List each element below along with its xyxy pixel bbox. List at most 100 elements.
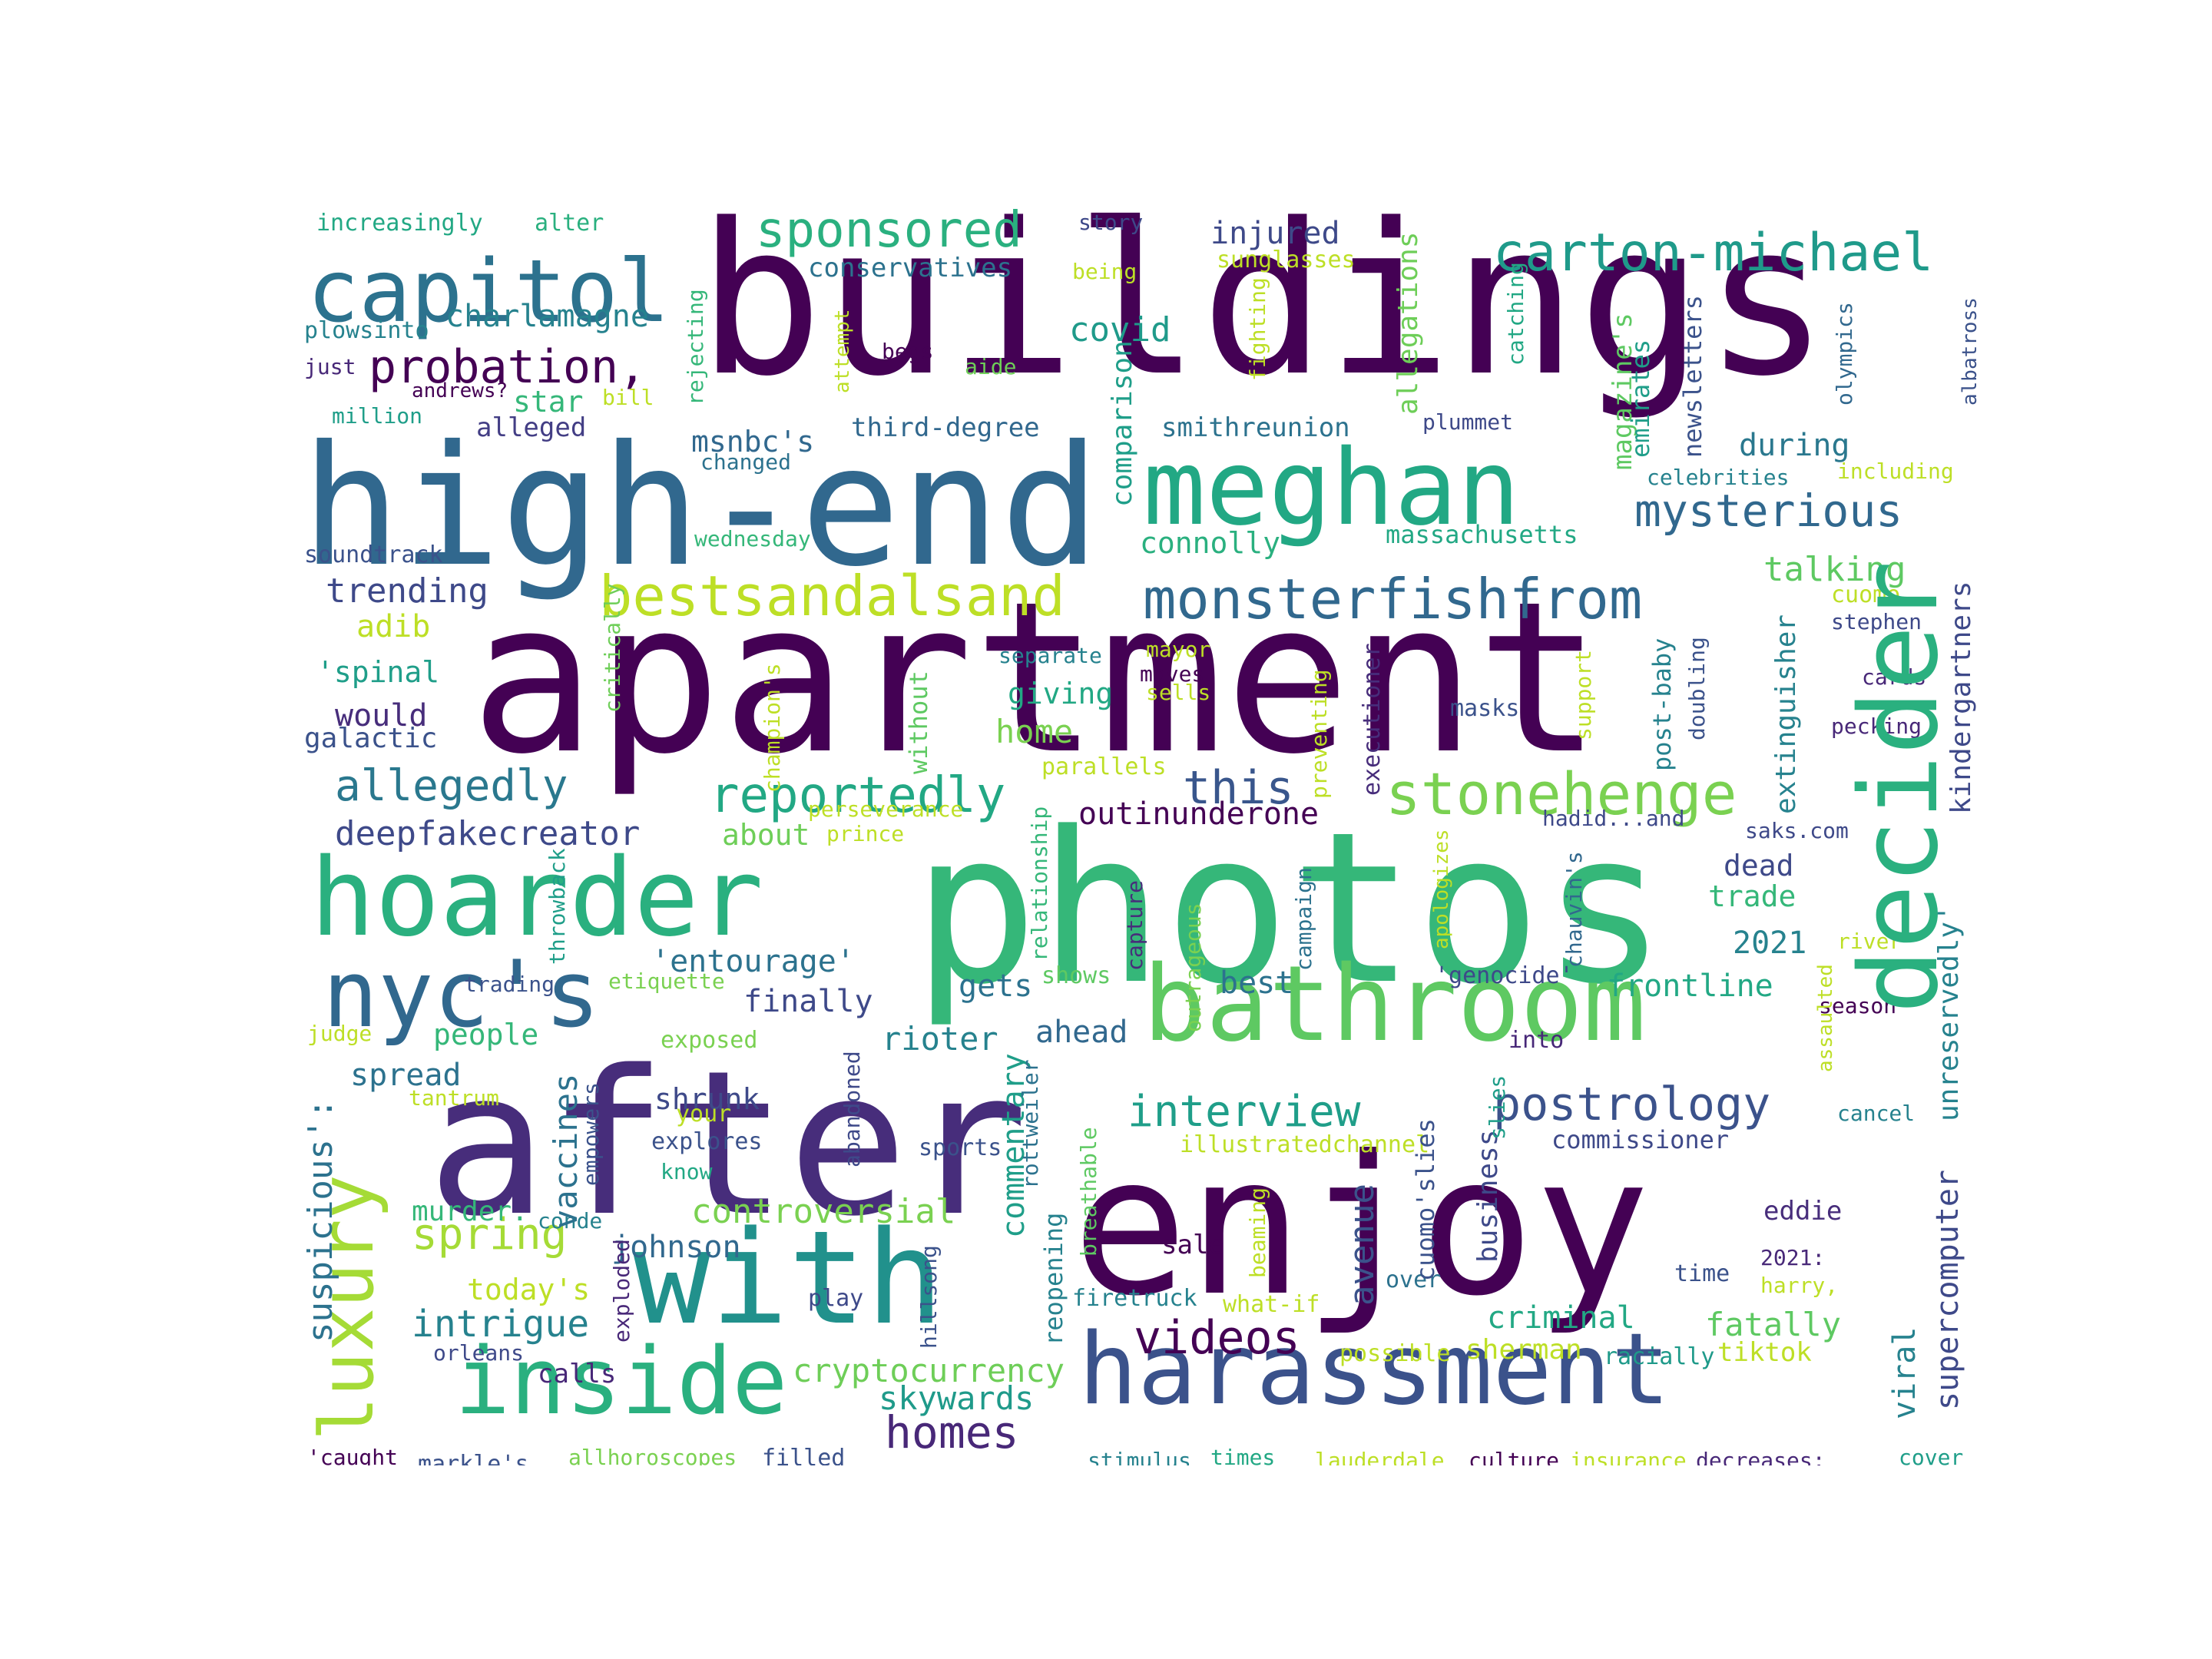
cloud-word: with bbox=[633, 1203, 944, 1353]
cloud-word: videos bbox=[1134, 1311, 1300, 1365]
cloud-word: during bbox=[1739, 428, 1850, 463]
cloud-word: conde bbox=[538, 1208, 603, 1233]
cloud-word: buildings bbox=[697, 194, 1830, 422]
cloud-word: harassment bbox=[1078, 1313, 1671, 1427]
cloud-word: albatross bbox=[1959, 297, 1977, 406]
cloud-word: soundtrack bbox=[304, 541, 443, 568]
cloud-word: comparison bbox=[1107, 340, 1138, 507]
cloud-word: home bbox=[995, 713, 1074, 750]
cloud-word: catching bbox=[1503, 262, 1528, 366]
cloud-word: executioner bbox=[1359, 643, 1386, 796]
cloud-word: stimulus bbox=[1088, 1448, 1191, 1466]
cloud-word: rejecting bbox=[683, 289, 708, 406]
cloud-word: attempt bbox=[831, 309, 854, 393]
cloud-word: culture bbox=[1469, 1448, 1560, 1466]
cloud-word: vaccines bbox=[547, 1073, 584, 1229]
cloud-word: stonehenge bbox=[1386, 760, 1737, 828]
cloud-word: what-if bbox=[1223, 1291, 1320, 1318]
cloud-word: finally bbox=[743, 984, 873, 1019]
cloud-word: judge bbox=[307, 1021, 373, 1046]
cloud-word: play bbox=[808, 1285, 864, 1312]
cloud-word: sponsored bbox=[756, 202, 1022, 259]
cloud-word: alter bbox=[535, 210, 604, 237]
cloud-word: possible bbox=[1339, 1340, 1451, 1367]
cloud-word: talking bbox=[1763, 550, 1906, 589]
cloud-word: etiquette bbox=[608, 969, 725, 994]
cloud-word: assaulted bbox=[1814, 964, 1837, 1072]
cloud-word: spring bbox=[412, 1210, 568, 1260]
cloud-word: extinguisher bbox=[1770, 614, 1802, 814]
cloud-word: 'genocide' bbox=[1435, 962, 1574, 989]
cloud-word: perseverance bbox=[808, 796, 964, 822]
cloud-word: markle's bbox=[418, 1451, 529, 1466]
cloud-word: emirates bbox=[1626, 339, 1655, 458]
cloud-word: cuomo'slies bbox=[1411, 1118, 1440, 1281]
cloud-word: intrigue bbox=[412, 1303, 590, 1346]
cloud-word: suspicious': bbox=[304, 1098, 340, 1343]
cloud-word: beaming bbox=[1245, 1187, 1270, 1278]
cloud-word: people bbox=[433, 1018, 539, 1051]
cloud-word: plowsinto bbox=[304, 317, 429, 344]
cloud-word: murder. bbox=[412, 1196, 528, 1227]
cloud-word: unreservedly' bbox=[1933, 905, 1965, 1121]
cloud-word: andrews? bbox=[412, 379, 508, 402]
cloud-word: bestsandalsand bbox=[599, 564, 1065, 628]
cloud-word: filled bbox=[762, 1445, 846, 1466]
cloud-word: rioter bbox=[882, 1020, 998, 1058]
cloud-word: adib bbox=[356, 609, 431, 644]
cloud-word: preventing bbox=[1306, 669, 1332, 799]
cloud-word: supercomputer bbox=[1930, 1169, 1965, 1410]
cloud-word: moves bbox=[1140, 661, 1205, 687]
cloud-word: best bbox=[1220, 965, 1294, 1001]
cloud-word: decreases: bbox=[1696, 1448, 1826, 1466]
cloud-word: connolly bbox=[1140, 526, 1281, 560]
cloud-word: wednesday bbox=[694, 526, 811, 551]
cloud-word: just bbox=[304, 354, 356, 379]
cloud-word: capture bbox=[1122, 879, 1147, 971]
cloud-word: msnbc's bbox=[691, 425, 815, 459]
cloud-word: conservatives bbox=[808, 253, 1013, 283]
cloud-word: critically bbox=[600, 583, 625, 713]
cloud-word: illustratedchannel bbox=[1180, 1131, 1430, 1158]
cloud-word: giving bbox=[1008, 677, 1114, 710]
cloud-word: doubling bbox=[1684, 637, 1710, 740]
cloud-word: changed bbox=[700, 449, 792, 475]
cloud-word: postrology bbox=[1493, 1078, 1771, 1131]
cloud-word: story bbox=[1078, 210, 1144, 235]
cloud-word: time bbox=[1674, 1260, 1730, 1287]
cloud-word: over bbox=[1386, 1267, 1442, 1293]
cloud-word: deepfakecreator bbox=[335, 814, 641, 853]
cloud-word: homes bbox=[885, 1406, 1019, 1459]
cloud-word: masks bbox=[1450, 695, 1520, 722]
cloud-word: spread bbox=[350, 1058, 462, 1093]
cloud-word: separate bbox=[998, 643, 1102, 668]
cloud-word: champion's bbox=[760, 663, 785, 793]
cloud-word: relationship bbox=[1027, 806, 1052, 962]
cloud-word: star bbox=[513, 385, 584, 419]
cloud-word: mayor bbox=[1146, 637, 1211, 662]
cloud-word: carton-michael bbox=[1493, 223, 1934, 283]
cloud-word: trading bbox=[464, 972, 555, 997]
cloud-word: throwback bbox=[545, 848, 570, 965]
cloud-word: chauvin's bbox=[1561, 851, 1587, 968]
cloud-word: hoarder bbox=[310, 836, 764, 961]
cloud-word: stephen bbox=[1831, 609, 1922, 634]
cloud-word: cards bbox=[1862, 664, 1927, 690]
cloud-word: 'entourage' bbox=[651, 944, 855, 979]
cloud-word: racially bbox=[1604, 1343, 1715, 1370]
cloud-word: cancel bbox=[1837, 1101, 1916, 1126]
word-cloud: buildings apartment high-end photos after enj… bbox=[304, 194, 1977, 1465]
cloud-word: newsletters bbox=[1678, 295, 1707, 458]
cloud-word: high-end bbox=[304, 410, 1101, 603]
cloud-word: trade bbox=[1708, 879, 1796, 913]
cloud-word: commissioner bbox=[1551, 1125, 1730, 1154]
cloud-word: olympics bbox=[1832, 302, 1857, 406]
cloud-word: interview bbox=[1128, 1087, 1361, 1137]
cloud-word: would bbox=[335, 698, 428, 733]
cloud-word: inside bbox=[455, 1329, 788, 1435]
cloud-word: controversial bbox=[691, 1192, 956, 1231]
cloud-word: allegedly bbox=[335, 761, 568, 811]
cloud-word: bathroom bbox=[1143, 944, 1647, 1065]
cloud-word: fatally bbox=[1705, 1306, 1842, 1343]
cloud-word: meghan bbox=[1143, 428, 1521, 549]
